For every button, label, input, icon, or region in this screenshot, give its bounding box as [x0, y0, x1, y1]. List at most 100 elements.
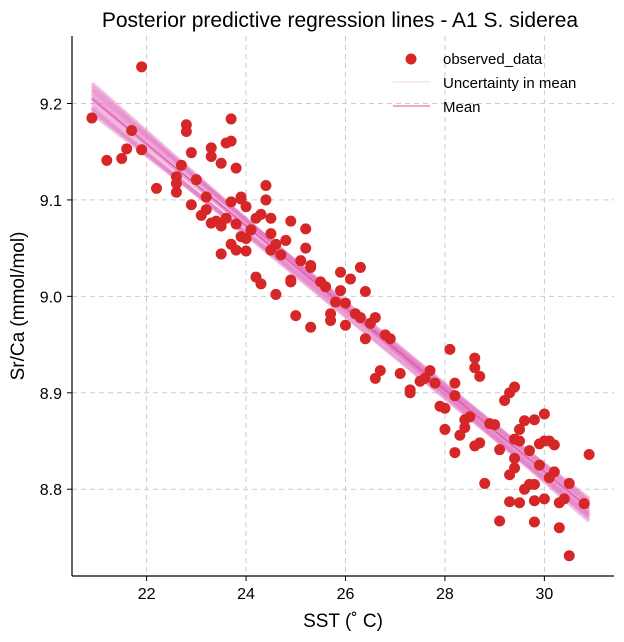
data-point-21 — [205, 142, 217, 154]
data-point-121 — [509, 452, 521, 464]
data-point-60 — [295, 255, 307, 267]
data-point-69 — [325, 314, 337, 326]
data-point-47 — [260, 179, 272, 191]
data-point-26 — [215, 248, 227, 260]
data-point-0 — [86, 112, 98, 124]
data-point-6 — [136, 61, 148, 73]
data-point-45 — [255, 208, 267, 220]
data-point-64 — [305, 260, 317, 271]
data-point-77 — [354, 312, 366, 324]
data-point-79 — [359, 286, 371, 298]
data-point-119 — [509, 381, 521, 393]
data-point-28 — [220, 212, 232, 224]
data-point-95 — [439, 402, 451, 414]
data-point-59 — [290, 310, 302, 322]
data-point-70 — [330, 296, 342, 308]
data-point-97 — [444, 343, 456, 355]
data-point-123 — [514, 423, 526, 435]
x-tick-label-4: 30 — [535, 586, 553, 603]
data-point-132 — [528, 495, 540, 507]
data-point-41 — [240, 245, 252, 257]
legend-marker-observed — [405, 53, 417, 65]
data-point-50 — [265, 228, 277, 240]
data-point-142 — [548, 466, 560, 478]
data-point-67 — [320, 281, 332, 293]
data-point-102 — [459, 422, 471, 433]
data-point-54 — [275, 249, 287, 261]
data-point-24 — [215, 157, 227, 169]
data-point-72 — [335, 266, 347, 278]
data-point-52 — [270, 238, 282, 250]
data-point-131 — [528, 478, 540, 490]
data-point-16 — [190, 174, 202, 186]
data-point-56 — [285, 215, 297, 227]
x-tick-label-0: 22 — [138, 586, 156, 603]
data-point-3 — [121, 143, 133, 155]
data-point-86 — [384, 333, 396, 345]
data-point-136 — [538, 408, 550, 420]
data-point-71 — [335, 285, 347, 297]
ticks: 22 24 26 28 30 8.8 8.9 9.0 9.1 9.2 — [40, 97, 554, 604]
uncertainty-line-3 — [90, 89, 591, 509]
x-axis-label: SST (˚ C) — [303, 611, 383, 632]
data-point-53 — [270, 288, 282, 300]
data-point-65 — [305, 321, 317, 333]
data-point-105 — [469, 362, 481, 374]
data-point-109 — [474, 437, 486, 449]
data-point-20 — [205, 151, 217, 163]
data-point-96 — [439, 423, 451, 435]
data-point-49 — [265, 212, 277, 224]
data-point-135 — [533, 459, 545, 471]
data-point-147 — [563, 550, 575, 562]
data-point-149 — [583, 449, 595, 460]
data-point-89 — [404, 387, 416, 399]
data-point-82 — [369, 312, 381, 324]
data-point-15 — [185, 199, 197, 211]
y-tick-label-2: 9.0 — [40, 289, 62, 306]
data-point-104 — [464, 411, 476, 423]
data-point-2 — [116, 152, 128, 164]
data-point-62 — [300, 242, 312, 254]
data-point-75 — [344, 273, 356, 285]
data-point-4 — [126, 125, 138, 136]
data-point-145 — [558, 493, 570, 505]
data-point-33 — [230, 162, 242, 174]
data-point-30 — [225, 135, 237, 147]
data-point-113 — [494, 515, 506, 527]
grid — [72, 36, 614, 576]
data-point-19 — [200, 191, 212, 203]
y-axis-label: Sr/Ca (mmol/mol) — [8, 232, 29, 381]
data-point-40 — [240, 233, 252, 244]
data-point-80 — [359, 333, 371, 345]
data-point-125 — [514, 497, 526, 509]
legend: observed_data Uncertainty in mean Mean — [393, 51, 576, 116]
data-point-106 — [469, 352, 481, 364]
data-point-29 — [225, 113, 237, 125]
y-tick-label-0: 8.8 — [40, 482, 62, 499]
legend-label-mean: Mean — [443, 99, 481, 116]
data-point-46 — [255, 278, 267, 290]
data-point-55 — [280, 234, 292, 246]
data-point-10 — [170, 186, 182, 198]
x-tick-label-1: 24 — [237, 586, 255, 603]
data-point-110 — [479, 477, 491, 489]
data-point-114 — [494, 444, 506, 456]
axes — [71, 36, 614, 577]
observed-points — [86, 61, 595, 562]
data-point-126 — [518, 415, 530, 427]
y-tick-label-4: 9.2 — [40, 97, 62, 114]
data-point-58 — [285, 276, 297, 288]
data-point-93 — [429, 377, 441, 389]
data-point-84 — [374, 365, 386, 377]
data-point-108 — [474, 370, 486, 382]
data-point-35 — [230, 244, 242, 256]
data-point-128 — [523, 445, 535, 457]
data-point-133 — [528, 516, 540, 528]
data-point-42 — [245, 224, 257, 236]
uncertainty-line-5 — [90, 92, 591, 505]
data-point-39 — [240, 201, 252, 213]
data-point-74 — [339, 297, 351, 309]
data-point-87 — [394, 368, 406, 379]
data-point-92 — [424, 365, 436, 377]
data-point-14 — [185, 147, 197, 159]
